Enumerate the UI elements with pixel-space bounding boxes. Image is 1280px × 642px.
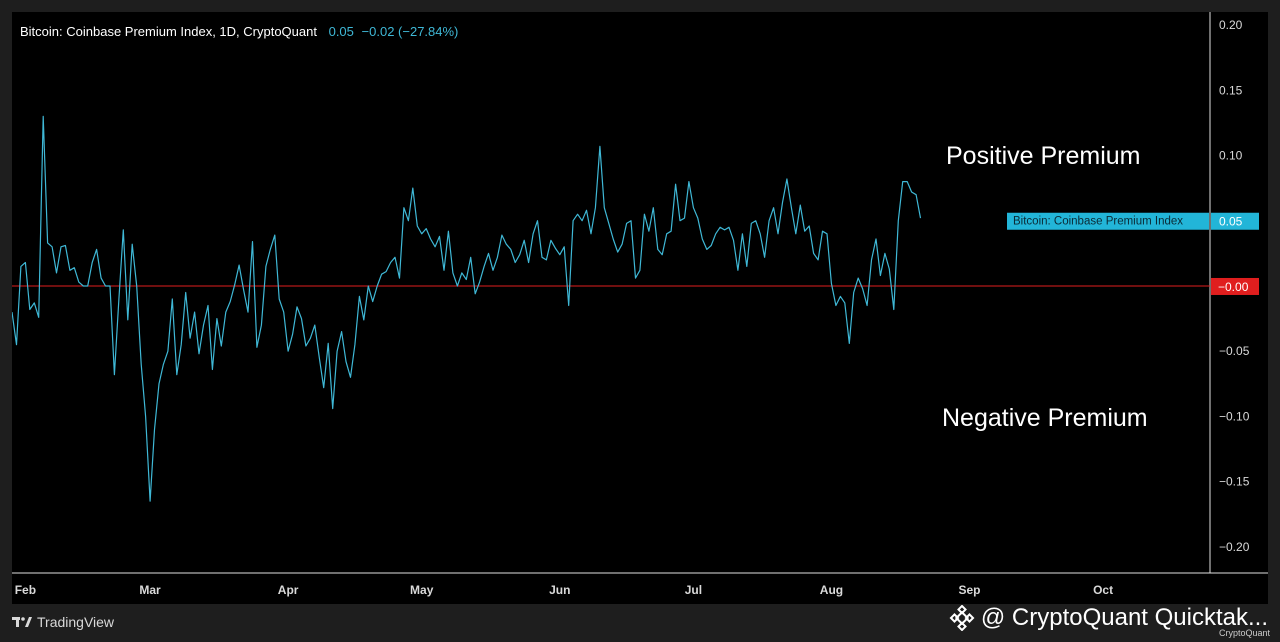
x-tick-label: Feb	[15, 583, 36, 597]
zero-value-badge	[1211, 277, 1259, 295]
x-tick-label: Aug	[820, 583, 843, 597]
last-value-badge	[1211, 212, 1259, 230]
current-value: 0.05	[328, 24, 354, 39]
value-change: −0.02 (−27.84%)	[361, 24, 459, 39]
chart-area: 0.20 0.15 0.10 0.05 −0.05 −0.10 −0.15 −0.20 Feb M…	[12, 12, 1268, 604]
x-tick-label: Jun	[549, 583, 570, 597]
series-name-text: Bitcoin: Coinbase Premium Index	[1013, 216, 1183, 228]
y-tick-label: 0.20	[1219, 18, 1243, 32]
x-tick-label: Mar	[139, 583, 161, 597]
price-chart[interactable]: 0.20 0.15 0.10 0.05 −0.05 −0.10 −0.15 −0.20 Feb M…	[12, 12, 1268, 604]
cryptoquant-watermark: @ CryptoQuant Quicktak...	[949, 604, 1268, 632]
positive-premium-label: Positive Premium	[946, 142, 1141, 170]
y-tick-label: 0.15	[1219, 83, 1243, 97]
x-tick-label: May	[410, 583, 434, 597]
y-tick-label: −0.15	[1219, 475, 1250, 489]
watermark-text: @ CryptoQuant Quicktak...	[980, 604, 1268, 631]
tradingview-label: TradingView	[37, 614, 115, 630]
chart-header: Bitcoin: Coinbase Premium Index, 1D, Cry…	[20, 24, 458, 39]
y-tick-label: 0.10	[1219, 149, 1243, 163]
x-tick-label: Jul	[685, 583, 702, 597]
cryptoquant-small-logo: CryptoQuant	[1218, 628, 1270, 638]
footer-bar: TradingView @ CryptoQuant Quicktak... Cr…	[0, 604, 1280, 642]
tradingview-logo[interactable]: TradingView	[12, 614, 114, 630]
binance-icon	[949, 605, 975, 631]
x-tick-label: Apr	[278, 583, 299, 597]
series-name-badge	[1007, 212, 1209, 230]
zero-value-text: −0.00	[1218, 280, 1249, 294]
tradingview-icon	[12, 617, 32, 627]
y-tick-label: −0.20	[1219, 540, 1250, 554]
series-line	[12, 115, 922, 502]
x-tick-label: Sep	[959, 583, 981, 597]
y-tick-label: −0.10	[1219, 409, 1250, 423]
x-tick-label: Oct	[1093, 583, 1113, 597]
negative-premium-label: Negative Premium	[942, 404, 1148, 432]
last-value-text: 0.05	[1219, 215, 1243, 229]
y-tick-label: −0.05	[1219, 344, 1250, 358]
chart-title: Bitcoin: Coinbase Premium Index, 1D, Cry…	[20, 24, 317, 39]
